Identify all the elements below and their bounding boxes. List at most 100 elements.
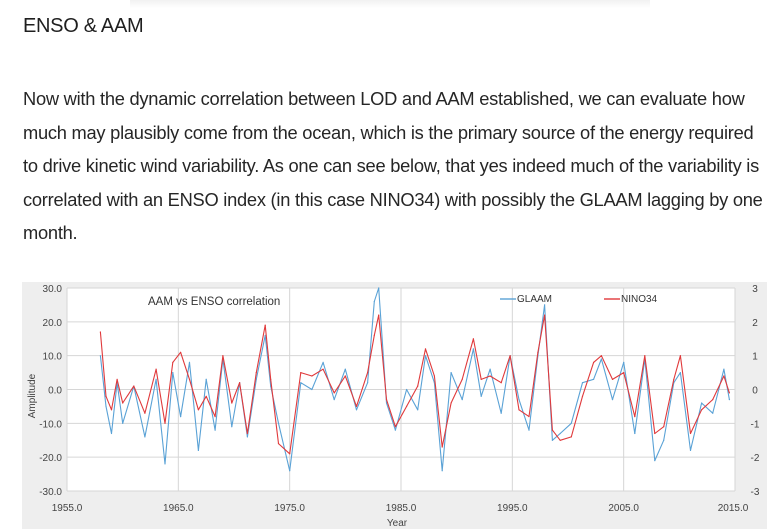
data-point-glaam [406, 388, 408, 391]
data-point-nino34 [373, 334, 375, 336]
legend-nino34-label: NINO34 [621, 294, 658, 305]
data-point-glaam [172, 372, 174, 374]
data-point-nino34 [417, 385, 419, 387]
data-point-nino34 [728, 392, 731, 394]
data-point-nino34 [144, 412, 146, 414]
data-point-nino34 [509, 355, 511, 357]
data-point-nino34 [277, 443, 280, 445]
data-point-glaam [593, 378, 595, 380]
data-point-glaam [679, 372, 682, 374]
data-point-glaam [623, 361, 625, 363]
data-point-nino34 [500, 382, 502, 384]
data-point-nino34 [99, 331, 101, 333]
data-point-glaam [723, 368, 725, 370]
legend-glaam-label: GLAAM [517, 294, 552, 305]
data-point-glaam [518, 399, 520, 401]
data-point-nino34 [424, 348, 427, 350]
data-point-glaam [581, 382, 584, 384]
data-point-nino34 [378, 314, 380, 316]
data-point-glaam [528, 429, 530, 431]
data-point-nino34 [188, 378, 191, 380]
y-tick-label: -20.0 [39, 453, 62, 464]
y2-tick-label: 3 [752, 284, 758, 295]
x-tick-label: 1955.0 [52, 503, 83, 514]
data-point-glaam [277, 422, 280, 424]
data-point-glaam [264, 334, 266, 336]
data-point-glaam [385, 402, 388, 404]
data-point-glaam [559, 432, 561, 435]
y2-tick-label: -2 [751, 453, 760, 464]
data-point-nino34 [570, 436, 572, 438]
data-point-glaam [99, 355, 101, 357]
correlation-chart: 30.0 20.0 10.0 0.0 -10.0 -20.0 -30.0 3 2 1 0 -1 -2 -… [22, 282, 767, 529]
series-layer [99, 287, 731, 472]
data-point-nino34 [270, 378, 272, 380]
data-point-nino34 [544, 314, 546, 316]
data-point-nino34 [311, 375, 313, 377]
y-tick-label: 20.0 [43, 318, 63, 329]
series-line-nino34 [99, 314, 730, 455]
data-point-glaam [500, 412, 502, 414]
data-point-nino34 [461, 378, 463, 380]
data-point-nino34 [673, 378, 675, 380]
data-point-glaam [197, 449, 199, 451]
data-point-glaam [634, 432, 636, 435]
data-point-glaam [570, 422, 572, 424]
data-point-glaam [110, 432, 113, 435]
data-point-nino34 [344, 375, 346, 377]
data-point-nino34 [355, 405, 358, 407]
y-axis-left: 30.0 20.0 10.0 0.0 -10.0 -20.0 -30.0 [39, 284, 62, 498]
data-point-glaam [289, 470, 291, 472]
x-tick-label: 1965.0 [163, 503, 194, 514]
data-point-nino34 [255, 372, 257, 374]
data-point-glaam [450, 372, 452, 374]
data-point-glaam [417, 409, 419, 411]
data-point-nino34 [518, 409, 520, 411]
data-point-nino34 [600, 355, 603, 357]
data-point-glaam [701, 402, 703, 404]
data-point-nino34 [385, 399, 388, 401]
data-point-glaam [611, 399, 614, 401]
y-tick-label: -30.0 [39, 487, 62, 498]
data-point-glaam [205, 378, 207, 380]
data-point-nino34 [723, 375, 725, 377]
x-tick-label: 1995.0 [497, 503, 528, 514]
data-point-nino34 [406, 405, 408, 407]
data-point-nino34 [689, 432, 692, 435]
data-point-glaam [373, 300, 375, 303]
data-point-glaam [544, 304, 546, 306]
data-point-glaam [689, 449, 692, 451]
data-point-glaam [122, 422, 124, 424]
data-point-nino34 [289, 453, 291, 455]
data-point-nino34 [367, 372, 369, 374]
x-axis: 1955.0 1965.0 1975.0 1985.0 1995.0 2005.0 2015… [52, 503, 749, 514]
data-point-nino34 [472, 338, 474, 340]
data-point-nino34 [172, 361, 174, 363]
data-point-glaam [311, 388, 313, 391]
data-point-nino34 [105, 395, 107, 397]
x-tick-label: 2015.0 [718, 503, 749, 514]
x-tick-label: 1975.0 [274, 503, 305, 514]
data-point-nino34 [205, 395, 207, 397]
data-point-nino34 [394, 426, 396, 428]
data-point-nino34 [116, 378, 118, 380]
data-point-nino34 [433, 375, 435, 377]
data-point-nino34 [663, 426, 665, 428]
data-point-nino34 [164, 422, 166, 424]
data-point-nino34 [593, 361, 595, 363]
data-point-nino34 [537, 351, 539, 353]
data-point-glaam [155, 378, 157, 380]
chart-title: AAM vs ENSO correlation [148, 296, 280, 308]
data-point-nino34 [214, 416, 216, 418]
data-point-glaam [489, 368, 491, 370]
data-point-nino34 [679, 355, 682, 357]
data-point-nino34 [239, 382, 241, 384]
data-point-nino34 [559, 439, 561, 441]
data-point-glaam [654, 460, 656, 462]
y-axis-title: Amplitude [27, 373, 38, 418]
data-point-nino34 [450, 402, 452, 404]
series-line-glaam [99, 287, 730, 472]
data-point-glaam [600, 358, 603, 360]
data-point-glaam [367, 382, 369, 384]
data-point-glaam [231, 426, 233, 428]
